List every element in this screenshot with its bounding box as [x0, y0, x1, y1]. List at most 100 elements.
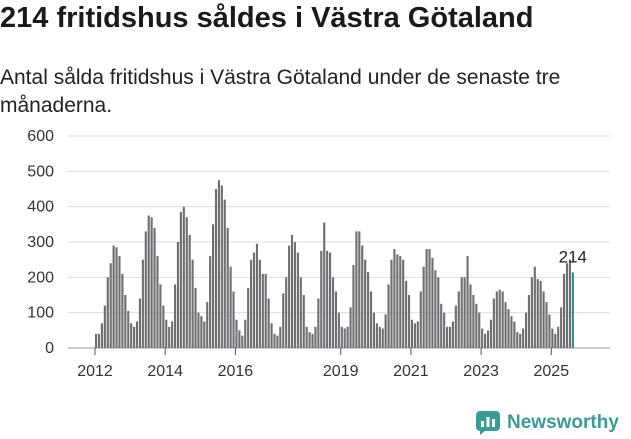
- bar: [481, 328, 484, 348]
- bar: [399, 256, 402, 348]
- bar: [299, 277, 302, 348]
- bar: [135, 321, 139, 348]
- bar: [220, 185, 223, 348]
- bar: [522, 328, 525, 348]
- bar: [130, 323, 133, 348]
- bar: [554, 333, 557, 348]
- bar: [197, 312, 200, 348]
- bar: [405, 280, 408, 348]
- bar: [484, 333, 487, 348]
- bar: [285, 277, 288, 348]
- bar: [156, 256, 159, 348]
- bar: [103, 305, 106, 348]
- bar: [109, 263, 112, 348]
- bar: [378, 326, 381, 348]
- bar: [510, 316, 513, 348]
- bar: [165, 319, 168, 348]
- bar: [100, 323, 103, 348]
- bar: [171, 321, 174, 348]
- bar: [542, 291, 545, 348]
- bar: [232, 291, 235, 348]
- bar: [191, 259, 194, 348]
- bar: [498, 289, 501, 348]
- bar: [504, 302, 507, 348]
- bar: [273, 333, 276, 348]
- bar: [372, 312, 376, 348]
- bar: [560, 307, 563, 348]
- bar: [323, 222, 326, 348]
- bar: [489, 319, 493, 348]
- y-tick-label: 300: [27, 234, 54, 251]
- bar: [422, 266, 425, 348]
- bar: [293, 242, 297, 348]
- bar: [320, 250, 323, 348]
- bar: [343, 328, 346, 348]
- bar: [375, 323, 378, 348]
- newsworthy-logo-icon: [476, 411, 500, 435]
- bar: [364, 259, 367, 348]
- bar: [530, 277, 533, 348]
- bar: [194, 287, 197, 348]
- bar: [367, 272, 370, 348]
- bar: [203, 321, 206, 348]
- bar: [106, 277, 109, 348]
- bar: [176, 242, 180, 348]
- bar: [282, 293, 285, 348]
- bar: [173, 284, 177, 348]
- bar: [179, 211, 182, 348]
- bar: [305, 326, 308, 348]
- bar: [159, 284, 162, 348]
- bar: [124, 295, 127, 348]
- bar: [226, 227, 229, 348]
- bar: [460, 277, 463, 348]
- bar: [241, 335, 244, 348]
- bar: [150, 217, 153, 348]
- bar: [214, 189, 218, 348]
- bar: [141, 259, 144, 348]
- bar: [185, 217, 188, 348]
- bar: [486, 330, 490, 348]
- bar: [261, 273, 264, 348]
- bar: [548, 314, 551, 348]
- bar: [255, 243, 259, 348]
- bar: [258, 259, 261, 348]
- bar: [358, 231, 361, 348]
- bar: [428, 249, 431, 348]
- x-tick-label: 2023: [463, 363, 499, 380]
- bar: [308, 332, 311, 348]
- bar: [457, 291, 460, 348]
- bar: [451, 321, 454, 348]
- bar: [264, 273, 267, 348]
- bar: [250, 259, 253, 348]
- bar: [188, 234, 191, 348]
- x-tick-label: 2012: [77, 363, 113, 380]
- bar: [568, 259, 571, 348]
- last-value-label: 214: [559, 247, 587, 266]
- bar: [463, 277, 466, 348]
- bar: [212, 224, 215, 348]
- bar: [478, 312, 481, 348]
- bar: [270, 323, 273, 348]
- bar: [454, 305, 457, 348]
- bar: [434, 270, 437, 348]
- bar: [475, 303, 478, 348]
- bar: [539, 280, 542, 348]
- bar: [138, 298, 142, 348]
- bar: [334, 291, 337, 348]
- bar-chart: 0 100 200 300 400 500 600 214 2012 2014 2016 2019 20…: [27, 128, 610, 380]
- x-tick-label: 2014: [147, 363, 183, 380]
- x-tick-label: 2019: [323, 363, 359, 380]
- bar: [153, 227, 156, 348]
- bar: [472, 295, 475, 348]
- bar: [247, 287, 250, 348]
- bar: [144, 231, 147, 348]
- bar: [314, 326, 317, 348]
- bar: [162, 305, 165, 348]
- y-tick-label: 600: [27, 128, 54, 145]
- bar: [402, 259, 405, 348]
- bar: [127, 310, 130, 348]
- bar: [217, 180, 220, 348]
- bar: [492, 298, 495, 348]
- bar: [168, 326, 171, 348]
- bar: [223, 199, 226, 348]
